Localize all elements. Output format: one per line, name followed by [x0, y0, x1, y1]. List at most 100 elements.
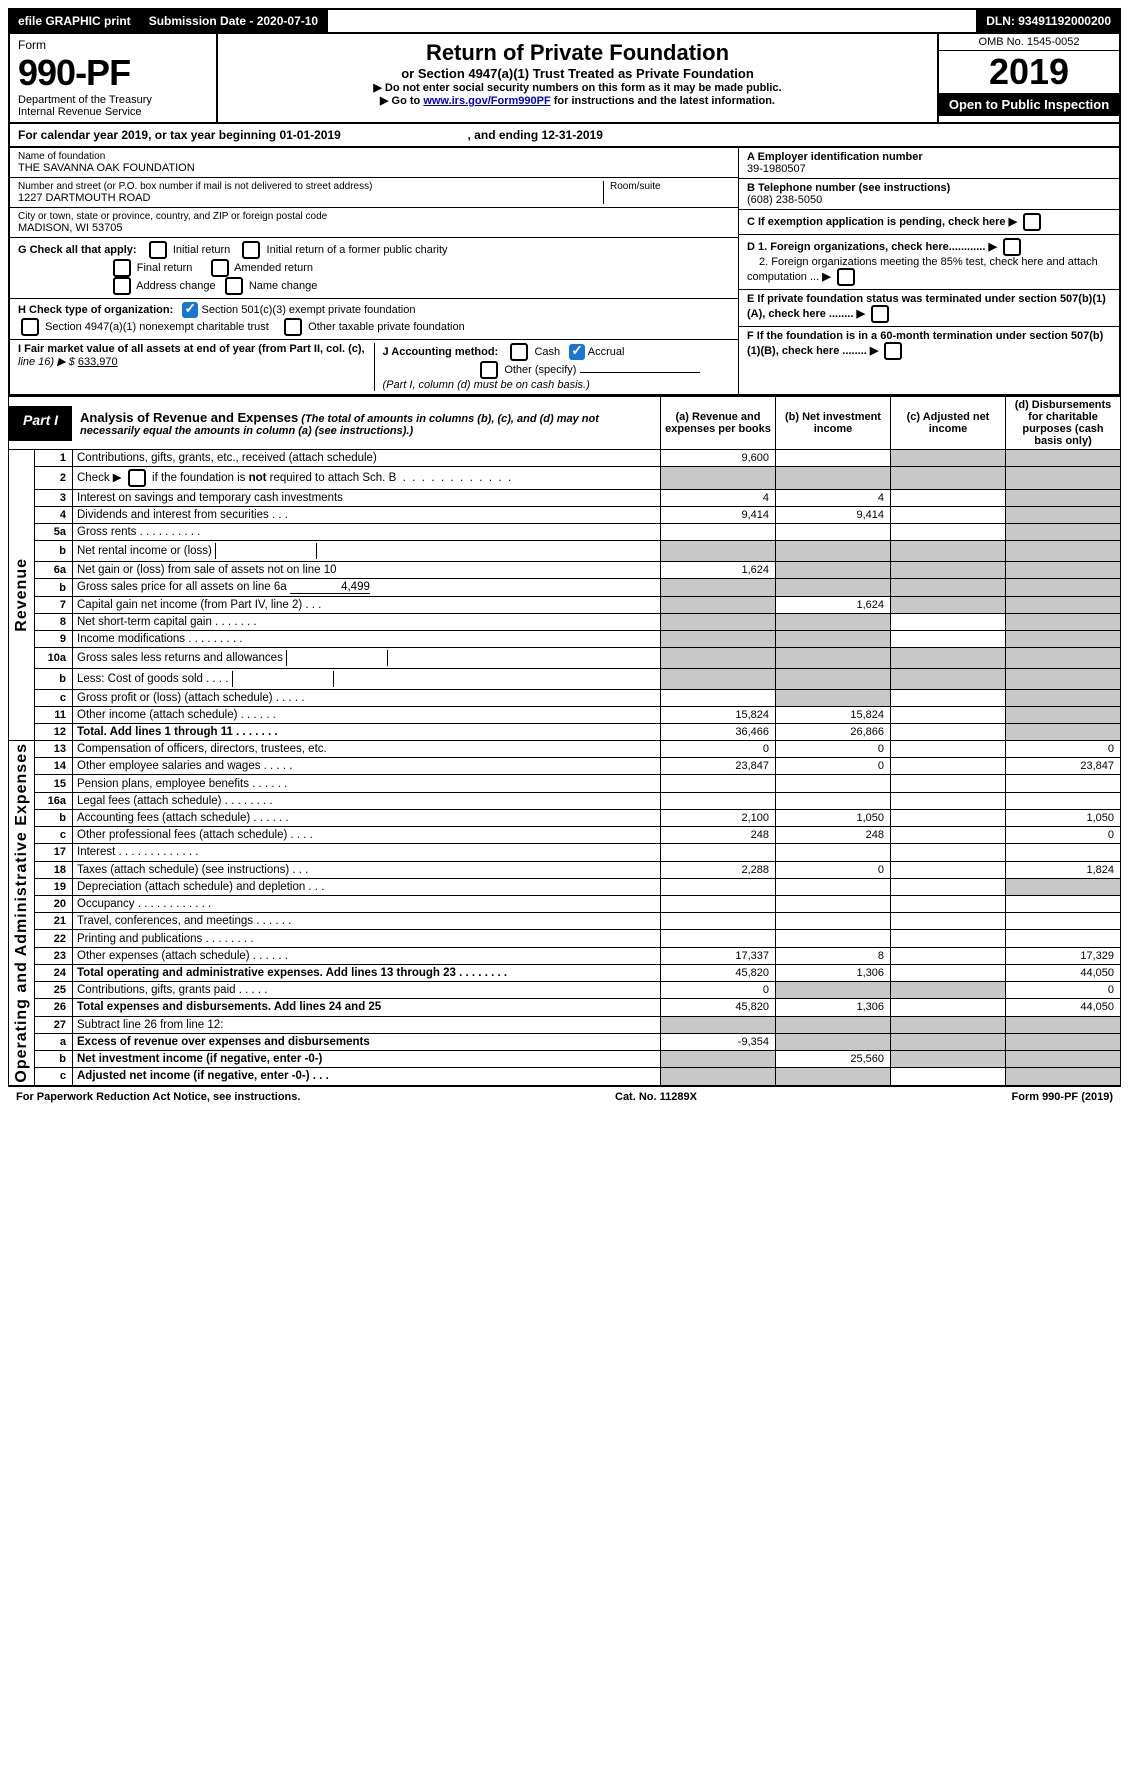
cell-d: 1,824 — [1006, 861, 1121, 878]
ein-cell: A Employer identification number 39-1980… — [739, 148, 1119, 179]
cell-b: 4 — [776, 490, 891, 507]
table-row: 16aLegal fees (attach schedule) . . . . … — [9, 792, 1121, 809]
cell-b — [776, 562, 891, 579]
table-row: aExcess of revenue over expenses and dis… — [9, 1033, 1121, 1050]
cell-b — [776, 450, 891, 467]
cell-a: 9,600 — [661, 450, 776, 467]
chk-initial[interactable] — [149, 241, 167, 259]
ein: 39-1980507 — [747, 163, 806, 175]
cell-c — [891, 1050, 1006, 1067]
table-row: 3Interest on savings and temporary cash … — [9, 490, 1121, 507]
cell-a — [661, 792, 776, 809]
cell-d: 17,329 — [1006, 947, 1121, 964]
cell-d — [1006, 541, 1121, 562]
cell-b: 1,050 — [776, 809, 891, 826]
table-row: cAdjusted net income (if negative, enter… — [9, 1068, 1121, 1085]
chk-other-tax[interactable] — [284, 318, 302, 336]
chk-cash[interactable] — [510, 343, 528, 361]
row-desc: Taxes (attach schedule) (see instruction… — [73, 861, 661, 878]
row-num: c — [35, 827, 73, 844]
row-num: 9 — [35, 631, 73, 648]
efile-label[interactable]: efile GRAPHIC print — [10, 10, 141, 32]
cell-b — [776, 792, 891, 809]
cell-b: 0 — [776, 758, 891, 775]
cell-b — [776, 982, 891, 999]
chk-addr-change[interactable] — [113, 277, 131, 295]
cell-d — [1006, 1050, 1121, 1067]
cell-a: 2,288 — [661, 861, 776, 878]
identification-block: Name of foundation THE SAVANNA OAK FOUND… — [8, 148, 1121, 396]
chk-name-change[interactable] — [225, 277, 243, 295]
table-row: 21Travel, conferences, and meetings . . … — [9, 913, 1121, 930]
cell-b — [776, 1016, 891, 1033]
city-cell: City or town, state or province, country… — [10, 208, 738, 238]
g-label: G Check all that apply: — [18, 244, 137, 256]
row-desc: Pension plans, employee benefits . . . .… — [73, 775, 661, 792]
chk-4947[interactable] — [21, 318, 39, 336]
cal-end: , and ending 12-31-2019 — [468, 128, 603, 142]
chk-accrual[interactable] — [569, 344, 585, 360]
cell-c — [891, 930, 1006, 947]
name-label: Name of foundation — [18, 151, 730, 162]
f-cell: F If the foundation is in a 60-month ter… — [739, 327, 1119, 363]
chk-d2[interactable] — [837, 268, 855, 286]
cell-d — [1006, 631, 1121, 648]
cell-b — [776, 669, 891, 690]
phone: (608) 238-5050 — [747, 194, 822, 206]
chk-f[interactable] — [884, 342, 902, 360]
irs-link[interactable]: www.irs.gov/Form990PF — [423, 95, 550, 107]
row-desc: Subtract line 26 from line 12: — [73, 1016, 661, 1033]
cell-b — [776, 930, 891, 947]
opt-accrual: Accrual — [588, 346, 625, 358]
row-num: 26 — [35, 999, 73, 1016]
chk-d1[interactable] — [1003, 238, 1021, 256]
g-row: G Check all that apply: Initial return I… — [10, 238, 738, 299]
chk-schb[interactable] — [128, 469, 146, 487]
cell-a — [661, 541, 776, 562]
table-row: Revenue1Contributions, gifts, grants, et… — [9, 450, 1121, 467]
form-number: 990-PF — [18, 52, 208, 94]
row-desc: Excess of revenue over expenses and disb… — [73, 1033, 661, 1050]
table-row: bAccounting fees (attach schedule) . . .… — [9, 809, 1121, 826]
cell-b — [776, 1068, 891, 1085]
cell-b — [776, 614, 891, 631]
cell-c — [891, 467, 1006, 490]
table-row: 12Total. Add lines 1 through 11 . . . . … — [9, 724, 1121, 741]
part1-label: Part I — [9, 406, 72, 441]
cell-d — [1006, 930, 1121, 947]
footer: For Paperwork Reduction Act Notice, see … — [8, 1086, 1121, 1107]
part1-table: Part I Analysis of Revenue and Expenses … — [8, 396, 1121, 1086]
chk-c[interactable] — [1023, 213, 1041, 231]
opt-name-change: Name change — [249, 280, 318, 292]
chk-other-method[interactable] — [480, 361, 498, 379]
cell-d — [1006, 597, 1121, 614]
revenue-side-label: Revenue — [9, 450, 35, 741]
chk-final[interactable] — [113, 259, 131, 277]
row-num: 7 — [35, 597, 73, 614]
cell-c — [891, 450, 1006, 467]
opt-final: Final return — [137, 262, 193, 274]
cell-a — [661, 1050, 776, 1067]
cell-c — [891, 741, 1006, 758]
chk-amended[interactable] — [211, 259, 229, 277]
row-num: 8 — [35, 614, 73, 631]
table-row: 2Check ▶ if the foundation is not requir… — [9, 467, 1121, 490]
table-row: 8Net short-term capital gain . . . . . .… — [9, 614, 1121, 631]
c-label: C If exemption application is pending, c… — [747, 216, 1006, 228]
table-row: Operating and Administrative Expenses13C… — [9, 741, 1121, 758]
cell-a — [661, 895, 776, 912]
chk-501c3[interactable] — [182, 302, 198, 318]
chk-e[interactable] — [871, 305, 889, 323]
cell-c — [891, 792, 1006, 809]
calendar-year-row: For calendar year 2019, or tax year begi… — [8, 124, 1121, 148]
chk-initial-former[interactable] — [242, 241, 260, 259]
form-word: Form — [18, 38, 208, 52]
footer-mid: Cat. No. 11289X — [615, 1091, 697, 1103]
opt-other-method: Other (specify) — [504, 364, 576, 376]
h-row: H Check type of organization: Section 50… — [10, 299, 738, 340]
cell-d — [1006, 775, 1121, 792]
a-label: A Employer identification number — [747, 151, 923, 163]
cell-c — [891, 614, 1006, 631]
opt-addr-change: Address change — [136, 280, 216, 292]
cell-b — [776, 1033, 891, 1050]
